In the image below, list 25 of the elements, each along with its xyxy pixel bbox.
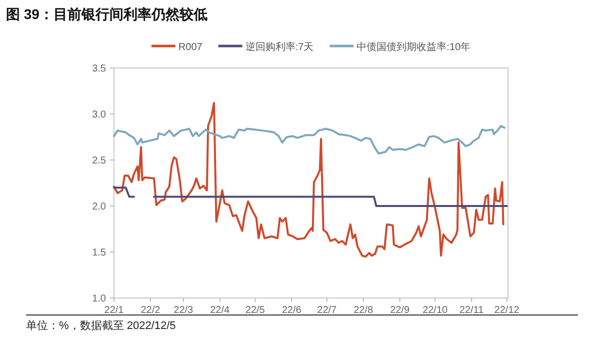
x-tick-label: 22/4 <box>210 305 230 316</box>
legend-label: 中债国债到期收益率:10年 <box>356 41 471 53</box>
chart-title: 图 39：目前银行间利率仍然较低 <box>6 6 208 22</box>
y-tick-label: 2.0 <box>92 202 106 212</box>
x-tick-label: 22/5 <box>245 305 266 316</box>
line-series <box>113 102 504 258</box>
x-tick-label: 22/11 <box>459 305 484 316</box>
x-tick-label: 22/9 <box>390 305 410 316</box>
y-tick-label: 3.0 <box>92 110 106 120</box>
x-tick-label: 22/10 <box>422 305 448 316</box>
y-tick-label: 1.0 <box>92 294 106 304</box>
x-tick-label: 22/12 <box>494 305 520 316</box>
text: 单位：%，数据截至 2022/12/5 <box>26 319 176 332</box>
x-tick-label: 22/8 <box>354 305 374 316</box>
x-tick-label: 22/1 <box>104 305 124 316</box>
y-tick-label: 3.5 <box>92 64 106 74</box>
line-series <box>113 124 506 155</box>
y-tick-label: 2.5 <box>92 156 106 166</box>
x-tick-label: 22/6 <box>282 305 302 316</box>
legend-label: 逆回购利率:7天 <box>245 41 314 53</box>
y-tick-label: 1.5 <box>92 248 106 258</box>
legend-label: R007 <box>178 42 203 53</box>
x-tick-label: 22/3 <box>174 305 194 316</box>
x-tick-label: 22/2 <box>140 305 161 316</box>
x-tick-label: 22/7 <box>317 305 338 316</box>
